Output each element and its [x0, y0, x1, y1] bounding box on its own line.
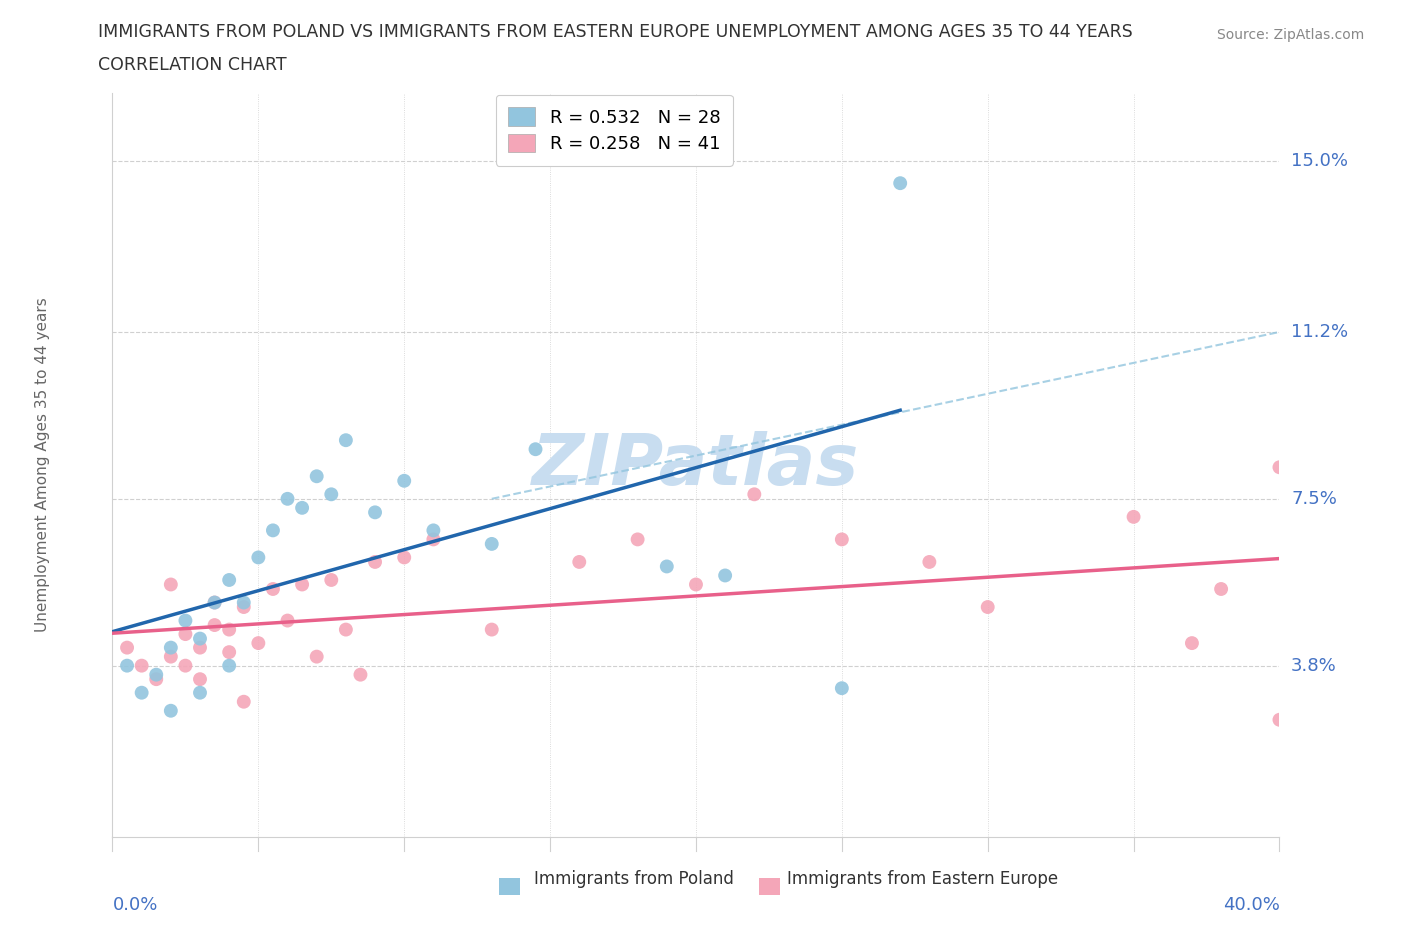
Point	[218, 622, 240, 637]
Point	[831, 681, 853, 696]
Point	[394, 550, 416, 565]
Point	[188, 671, 211, 686]
Text: 15.0%: 15.0%	[1291, 152, 1348, 169]
Point	[262, 523, 284, 538]
Point	[174, 658, 197, 673]
Point	[335, 622, 357, 637]
Text: 0.0%: 0.0%	[112, 896, 157, 913]
Point	[204, 595, 226, 610]
Point	[160, 703, 183, 718]
Point	[524, 442, 547, 457]
Point	[1181, 636, 1204, 651]
Point	[160, 640, 183, 655]
Point	[394, 473, 416, 488]
Point	[349, 667, 371, 682]
Point	[1268, 459, 1291, 474]
Point	[174, 627, 197, 642]
Point	[1355, 577, 1378, 591]
Text: Source: ZipAtlas.com: Source: ZipAtlas.com	[1216, 28, 1364, 42]
Point	[131, 685, 153, 700]
Point	[1327, 532, 1350, 547]
Point	[188, 631, 211, 646]
Point	[188, 685, 211, 700]
Point	[160, 577, 183, 591]
Point	[174, 613, 197, 628]
Point	[262, 581, 284, 596]
Point	[422, 532, 444, 547]
Text: Immigrants from Poland: Immigrants from Poland	[534, 870, 734, 888]
Point	[291, 577, 314, 591]
Point	[627, 532, 650, 547]
Point	[1268, 712, 1291, 727]
Point	[655, 559, 678, 574]
Point	[291, 500, 314, 515]
Text: 40.0%: 40.0%	[1223, 896, 1279, 913]
Point	[247, 636, 270, 651]
Point	[145, 667, 167, 682]
Text: 11.2%: 11.2%	[1291, 323, 1348, 341]
Point	[742, 487, 765, 502]
Text: CORRELATION CHART: CORRELATION CHART	[98, 56, 287, 73]
Point	[831, 532, 853, 547]
Point	[160, 649, 183, 664]
Point	[115, 658, 138, 673]
Text: ZIPatlas: ZIPatlas	[533, 431, 859, 499]
Point	[481, 622, 503, 637]
Point	[1209, 581, 1232, 596]
Point	[276, 613, 298, 628]
Point	[115, 640, 138, 655]
Text: 3.8%: 3.8%	[1291, 657, 1337, 674]
Point	[422, 523, 444, 538]
Point	[218, 644, 240, 659]
Point	[218, 658, 240, 673]
Point	[889, 176, 911, 191]
Point	[232, 695, 254, 710]
Point	[305, 649, 328, 664]
Point	[481, 537, 503, 551]
Point	[364, 554, 387, 569]
Text: IMMIGRANTS FROM POLAND VS IMMIGRANTS FROM EASTERN EUROPE UNEMPLOYMENT AMONG AGES: IMMIGRANTS FROM POLAND VS IMMIGRANTS FRO…	[98, 23, 1133, 41]
Point	[335, 432, 357, 447]
Point	[321, 487, 343, 502]
Point	[321, 573, 343, 588]
Point	[714, 568, 737, 583]
Point	[305, 469, 328, 484]
Point	[131, 658, 153, 673]
Point	[976, 600, 998, 615]
Text: 7.5%: 7.5%	[1291, 490, 1337, 508]
Point	[204, 595, 226, 610]
Point	[276, 491, 298, 506]
Point	[685, 577, 707, 591]
Point	[1122, 510, 1144, 525]
Text: Unemployment Among Ages 35 to 44 years: Unemployment Among Ages 35 to 44 years	[35, 298, 51, 632]
Point	[218, 573, 240, 588]
Point	[232, 595, 254, 610]
Point	[145, 671, 167, 686]
Point	[364, 505, 387, 520]
Point	[247, 550, 270, 565]
Point	[568, 554, 591, 569]
Point	[204, 618, 226, 632]
Point	[232, 600, 254, 615]
Legend: R = 0.532   N = 28, R = 0.258   N = 41: R = 0.532 N = 28, R = 0.258 N = 41	[495, 95, 733, 166]
Text: Immigrants from Eastern Europe: Immigrants from Eastern Europe	[787, 870, 1059, 888]
Point	[918, 554, 941, 569]
Point	[188, 640, 211, 655]
